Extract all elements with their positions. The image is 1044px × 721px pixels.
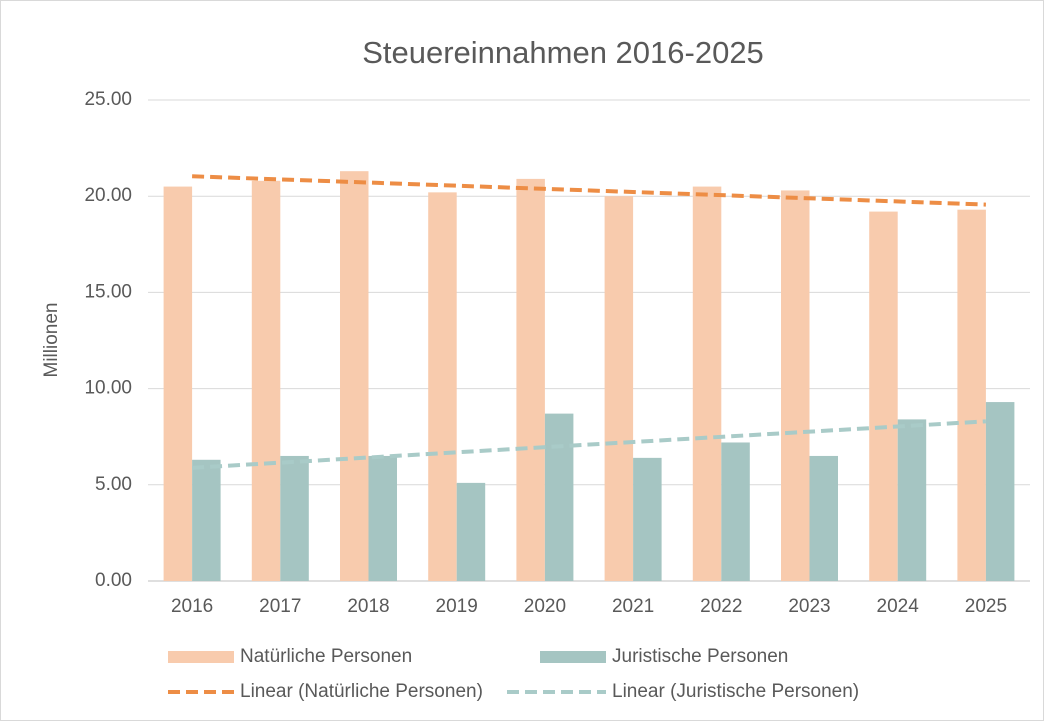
bar [544,413,574,581]
legend-label: Natürliche Personen [240,646,412,667]
x-tick-label: 2017 [259,596,301,617]
x-tick-label: 2019 [436,596,478,617]
bar [192,459,221,581]
bar [340,171,369,582]
x-tick-label: 2018 [347,596,389,617]
x-tick-label: 2020 [524,596,566,617]
x-tick-label: 2023 [788,596,830,617]
bar [957,209,986,581]
bar [721,442,750,581]
y-tick-label: 20.00 [84,185,132,206]
legend-swatch [168,651,234,663]
bar [428,192,457,582]
y-axis-title: Millionen [41,303,62,378]
bar [809,455,838,581]
trendline [191,419,987,470]
bar [985,402,1015,581]
x-tick-label: 2022 [700,596,742,617]
bar [869,211,898,582]
bar [633,457,662,581]
bar [163,186,193,581]
bar [897,419,927,581]
bar [251,180,281,582]
y-tick-label: 5.00 [95,474,132,495]
y-tick-label: 15.00 [84,281,132,302]
bar [781,190,810,582]
bar [280,455,309,581]
x-tick-label: 2025 [965,596,1007,617]
legend-label: Linear (Juristische Personen) [612,681,859,702]
legend-label: Juristische Personen [612,646,788,667]
legend-swatch [540,651,606,663]
chart-title: Steuereinnahmen 2016-2025 [362,35,764,70]
y-tick-label: 25.00 [84,89,132,110]
bar [604,196,634,581]
y-tick-label: 10.00 [84,378,132,399]
bar [368,455,397,581]
x-tick-label: 2024 [877,596,920,617]
bar [456,482,486,581]
bar [516,178,545,581]
x-tick-label: 2021 [612,596,654,617]
y-tick-label: 0.00 [95,570,132,591]
legend-label: Linear (Natürliche Personen) [240,681,483,702]
bar [692,186,722,581]
x-tick-label: 2016 [171,596,213,617]
trendline [192,174,986,207]
